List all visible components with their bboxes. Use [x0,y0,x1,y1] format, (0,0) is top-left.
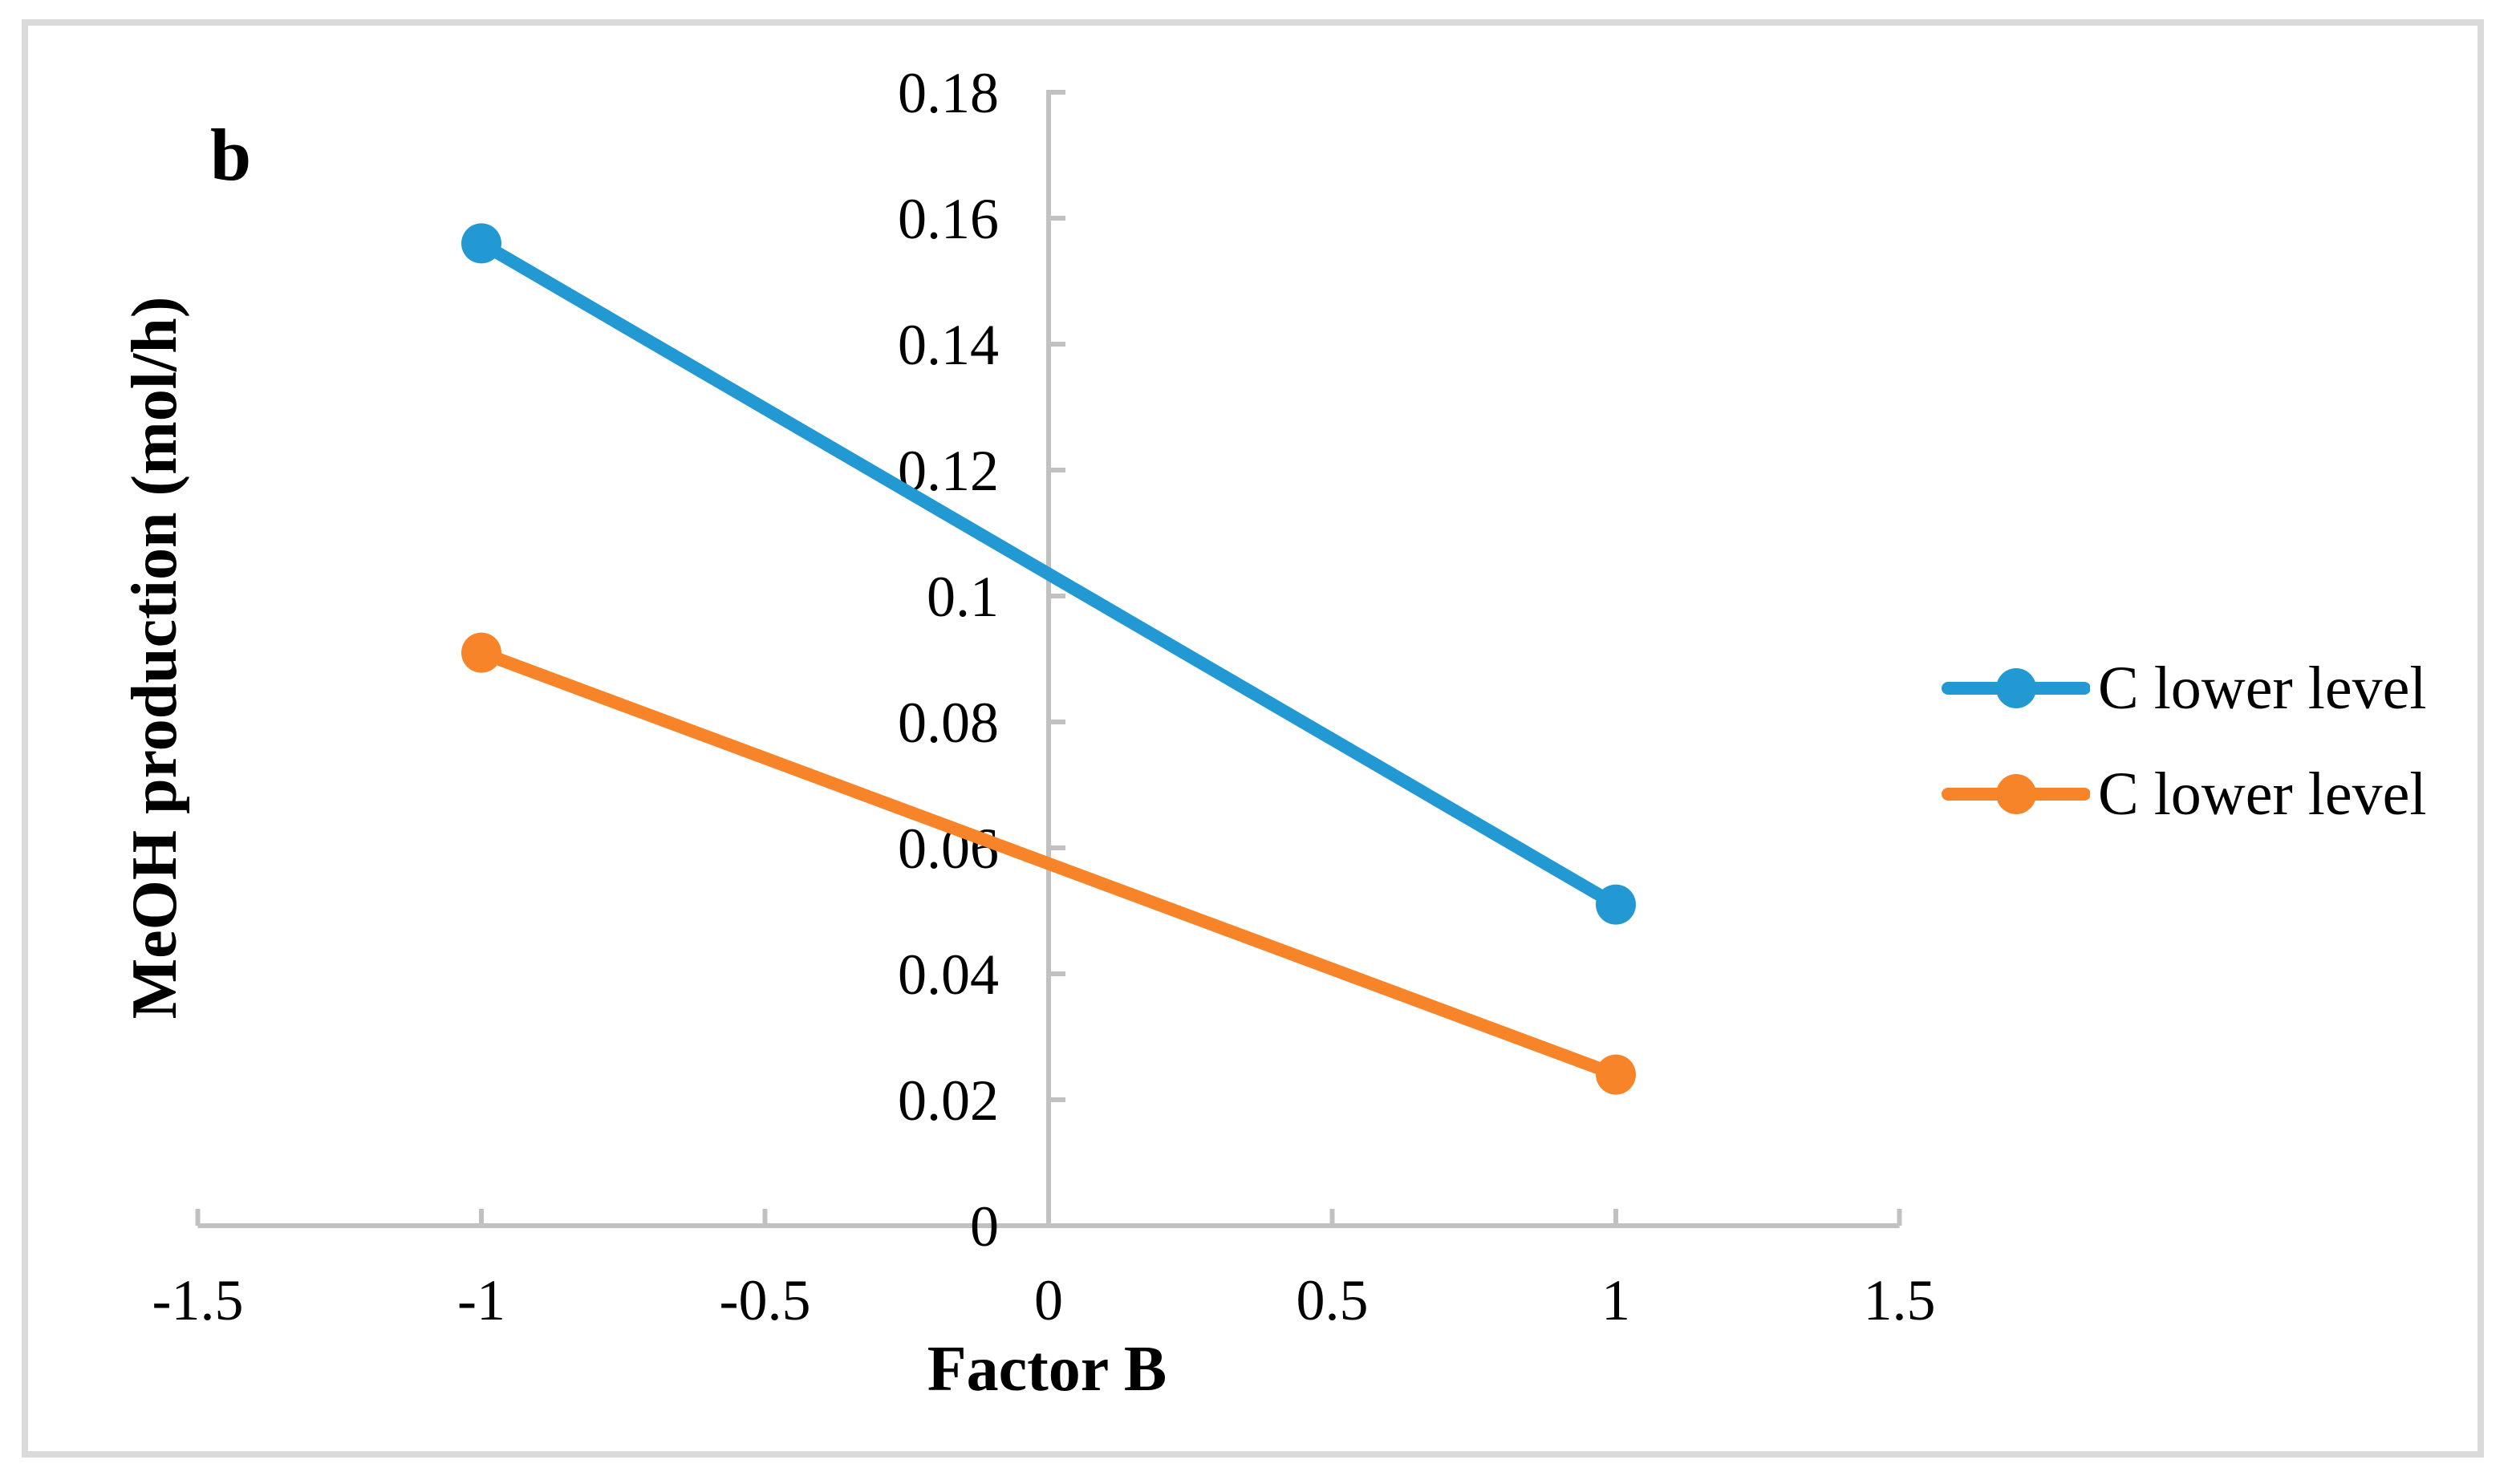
figure-border [22,19,2484,1458]
legend-label-series-0: C lower level [2098,654,2427,722]
x-tick-label: 1.5 [1864,1268,1936,1332]
y-tick-label: 0.14 [898,313,999,377]
data-point-marker-series-0 [1596,884,1636,925]
panel-label: b [210,114,252,196]
y-tick-label: 0.08 [898,691,999,755]
data-point-marker-series-0 [461,223,501,264]
y-tick-label: 0.04 [898,943,999,1007]
y-tick-label: 0.18 [898,61,999,125]
y-tick-label: 0.16 [898,187,999,251]
x-axis-title: Factor B [927,1334,1167,1405]
data-point-marker-series-1 [1596,1054,1636,1095]
series-line-1 [475,646,1622,1081]
x-tick-label: -1 [457,1268,505,1332]
legend-marker-series-1-icon [1942,774,2090,814]
legend: C lower level C lower level [1942,648,2471,834]
y-axis-title: MeOH production (mol/h) [120,296,190,1020]
x-tick-label: 0 [1034,1268,1063,1332]
x-tick-label: -0.5 [720,1268,811,1332]
legend-label-series-1: C lower level [2098,760,2427,828]
series-line-0 [475,237,1622,911]
x-tick-label: 0.5 [1297,1268,1369,1332]
y-tick-label: 0.02 [898,1068,999,1133]
x-tick-label: 1 [1601,1268,1630,1332]
legend-item-series-1: C lower level [1942,754,2471,834]
y-tick-label: 0.1 [927,565,999,629]
legend-item-series-0: C lower level [1942,648,2471,728]
data-point-marker-series-1 [461,632,501,673]
x-tick-label: -1.5 [152,1268,244,1332]
y-tick-label: 0 [970,1194,999,1259]
legend-marker-series-0-icon [1942,668,2090,708]
